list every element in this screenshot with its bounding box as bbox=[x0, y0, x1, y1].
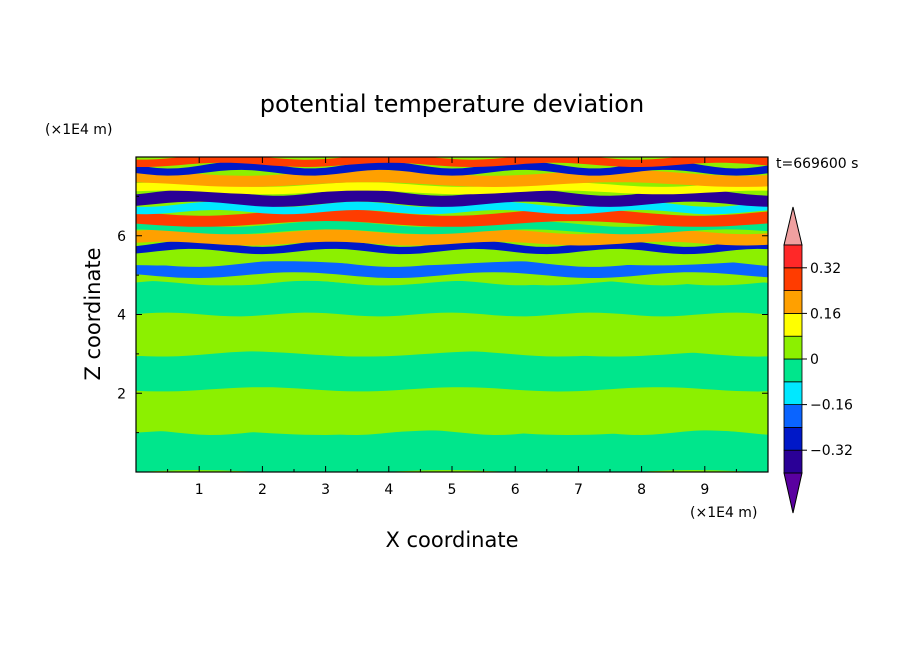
chart-title: potential temperature deviation bbox=[260, 90, 644, 118]
colorbar-under-triangle bbox=[783, 472, 803, 514]
colorbar-box bbox=[783, 312, 803, 337]
x-tick-label: 8 bbox=[637, 482, 646, 498]
colorbar-box bbox=[783, 244, 803, 269]
x-tick-label: 4 bbox=[384, 482, 393, 498]
colorbar-box bbox=[783, 358, 803, 383]
colorbar-box bbox=[783, 449, 803, 474]
colorbar-label: −0.16 bbox=[810, 398, 853, 414]
colorbar-label: 0.16 bbox=[810, 306, 841, 322]
colorbar: 0.32 0.16 0 −0.16 −0.32 bbox=[783, 206, 853, 514]
x-tick-label: 2 bbox=[258, 482, 267, 498]
colorbar-box bbox=[783, 267, 803, 291]
colorbar-box bbox=[783, 426, 803, 451]
field-band bbox=[136, 430, 768, 472]
field-band bbox=[136, 189, 768, 207]
field-band bbox=[136, 182, 768, 195]
y-unit-label: (×1E4 m) bbox=[45, 122, 112, 138]
field-band bbox=[136, 220, 768, 235]
colorbar-over-triangle bbox=[783, 206, 803, 246]
y-tick-label: 4 bbox=[117, 308, 126, 324]
x-tick-label: 7 bbox=[574, 482, 583, 498]
x-tick-label: 5 bbox=[448, 482, 457, 498]
y-axis-label: Z coordinate bbox=[81, 247, 105, 380]
x-tick-label: 9 bbox=[700, 482, 709, 498]
field-layer bbox=[136, 157, 768, 472]
field-band bbox=[136, 280, 768, 317]
x-tick-label: 1 bbox=[195, 482, 204, 498]
time-label: t=669600 s bbox=[776, 156, 858, 172]
field-band bbox=[136, 259, 768, 278]
ticks-layer: 1 2 3 4 5 6 7 8 9 2 4 6 bbox=[117, 157, 768, 498]
colorbar-label: 0.32 bbox=[810, 261, 841, 277]
field-band bbox=[136, 390, 768, 435]
x-axis-label: X coordinate bbox=[385, 528, 518, 552]
plot-area: 1 2 3 4 5 6 7 8 9 2 4 6 bbox=[117, 156, 769, 498]
colorbar-box bbox=[783, 335, 803, 360]
colorbar-box bbox=[783, 290, 803, 314]
colorbar-label: 0 bbox=[810, 352, 819, 368]
colorbar-label: −0.32 bbox=[810, 443, 853, 459]
x-tick-label: 6 bbox=[511, 482, 520, 498]
colorbar-box bbox=[783, 404, 803, 428]
x-tick-label: 3 bbox=[321, 482, 330, 498]
colorbar-box bbox=[783, 381, 803, 405]
field-band bbox=[136, 248, 768, 266]
field-band bbox=[136, 351, 768, 392]
y-tick-label: 2 bbox=[117, 386, 126, 402]
x-unit-label: (×1E4 m) bbox=[690, 505, 757, 521]
field-band bbox=[136, 161, 768, 176]
y-tick-label: 6 bbox=[117, 229, 126, 245]
field-band bbox=[136, 311, 768, 357]
